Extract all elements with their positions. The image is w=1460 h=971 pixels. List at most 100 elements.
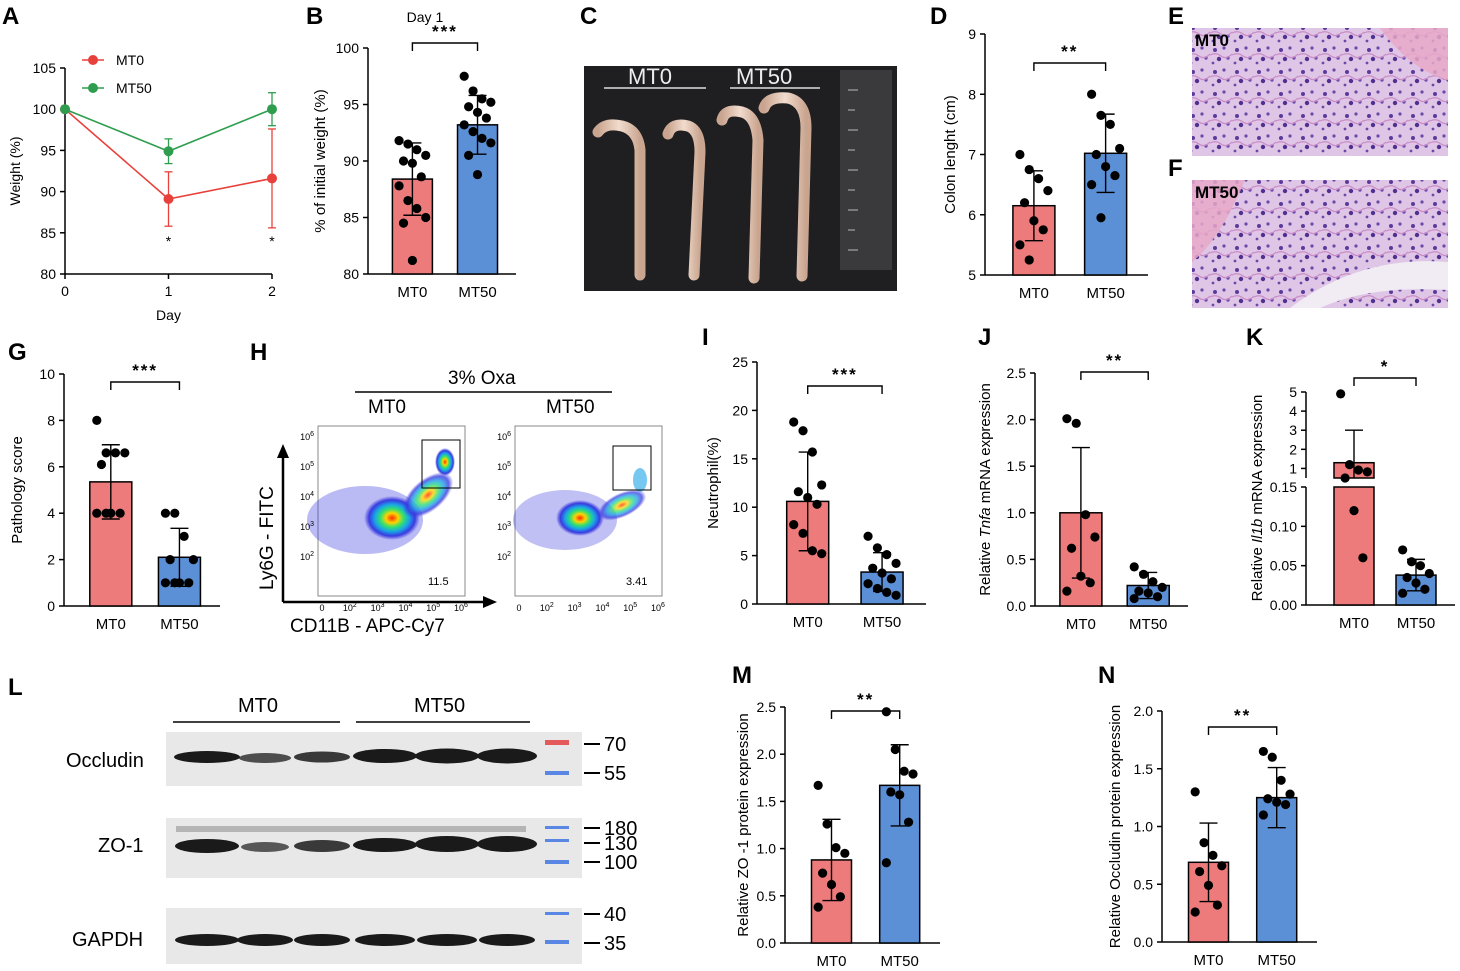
flow-x-tick-exp: 6 [464, 602, 468, 609]
flow-gate-mt50 [612, 445, 652, 491]
flow-x-tick-base: 10 [568, 603, 578, 613]
data-point [903, 817, 914, 827]
data-point [1258, 810, 1268, 820]
blot-group-mt50: MT50 [414, 695, 465, 717]
colon-length-bar-chart: 5 6 7 8 9 MT0 MT50 ** Colon lenght (cm) [942, 26, 1148, 302]
data-point [1190, 787, 1200, 797]
panel-letter-b: B [306, 3, 323, 30]
y-axis-label: Weight (%) [7, 137, 23, 206]
data-point [472, 169, 483, 180]
blot-label-zo1: ZO-1 [98, 835, 144, 857]
data-point [1349, 506, 1359, 516]
marker-100: 100 [604, 852, 637, 874]
data-point [1087, 89, 1097, 99]
y-axis-label: Relative Il1b mRNA expression [1249, 395, 1266, 602]
flow-y-label: Ly6G - FITC [257, 486, 278, 590]
histology-label-mt50: MT50 [1195, 183, 1238, 202]
y-tick-label: 2 [47, 552, 55, 568]
flow-y-tick-exp: 3 [507, 521, 511, 528]
data-point [115, 508, 125, 518]
flow-x-tick-base: 10 [623, 603, 633, 613]
data-point [486, 138, 496, 148]
data-point [798, 426, 808, 436]
flow-x-tick-label: 105 [623, 602, 637, 613]
data-point [872, 583, 882, 594]
category-label-mt50: MT50 [881, 953, 919, 970]
data-point [188, 555, 199, 565]
data-point [464, 150, 474, 160]
data-point [1096, 110, 1106, 120]
flow-x-tick-label: 106 [454, 602, 468, 613]
data-point [1212, 900, 1222, 910]
y-tick-label: 1.5 [1134, 761, 1154, 777]
y-tick-label: 4 [47, 505, 55, 521]
data-point [1043, 186, 1053, 196]
y-tick-label: 1.0 [1007, 505, 1027, 521]
category-label-mt50: MT50 [458, 284, 496, 301]
flow-y-tick-label: 105 [497, 461, 511, 472]
category-label-mt0: MT0 [793, 614, 823, 631]
y-tick-label: 0.0 [1134, 934, 1154, 950]
data-point [163, 146, 174, 157]
ladder-band [545, 940, 569, 944]
ruler [840, 70, 892, 270]
significance-marker: * [166, 233, 172, 249]
data-point [481, 113, 492, 123]
data-point [1015, 149, 1025, 160]
data-point [407, 255, 417, 266]
y-tick-label: 0.15 [1270, 479, 1297, 495]
significance-bracket [807, 385, 883, 394]
photo-label-mt50: MT50 [736, 64, 792, 89]
data-point [1066, 543, 1077, 553]
y-tick-label: 80 [343, 266, 359, 282]
data-point [477, 94, 487, 104]
flow-y-tick-base: 10 [497, 552, 507, 562]
blot-bands-gapdh [175, 934, 535, 946]
y-axis-label: % of initial weight (%) [312, 89, 329, 232]
data-point [1015, 240, 1025, 250]
data-point [890, 744, 900, 755]
y-tick-label: 2 [1289, 441, 1297, 457]
flow-y-tick-base: 10 [300, 462, 310, 472]
data-point [1190, 907, 1200, 917]
marker-130: 130 [604, 833, 637, 855]
data-point [1267, 752, 1277, 762]
y-tick-label: 0 [47, 598, 55, 614]
data-point [477, 133, 487, 143]
significance-stars: ** [857, 690, 874, 709]
data-point [472, 107, 483, 118]
flow-x-tick-base: 10 [651, 603, 661, 613]
data-point [1157, 582, 1167, 592]
pathology-score-bar-chart: 0 2 4 6 8 10 MT0 MT50 *** Pathology score [9, 361, 220, 633]
data-point [863, 579, 873, 589]
data-point [398, 156, 409, 166]
data-point [822, 819, 832, 829]
data-point [1029, 216, 1039, 226]
flow-x-arrowhead [483, 596, 497, 608]
flow-condition: 3% Oxa [448, 368, 516, 389]
flow-y-arrowhead [277, 444, 289, 458]
histology-label-mt0: MT0 [1195, 31, 1229, 50]
flow-x-tick-base: 0 [319, 603, 324, 613]
y-tick-label: 4 [1289, 403, 1297, 419]
panel-letter-g: G [8, 339, 27, 366]
data-point [908, 769, 918, 779]
flow-density-core [556, 500, 604, 536]
panel-letter-a: A [2, 3, 19, 30]
flow-y-tick-label: 102 [497, 551, 511, 562]
flow-percentage-mt50: 3.41 [626, 576, 647, 588]
y-axis-label: Relative ZO -1 protein expression [735, 713, 752, 936]
data-point [1115, 143, 1125, 154]
panel-letter-k: K [1246, 324, 1264, 351]
category-label-mt0: MT0 [1019, 285, 1049, 302]
data-point [394, 181, 404, 191]
flow-x-tick-label: 0 [319, 603, 324, 613]
ladder-band [545, 740, 569, 745]
data-point [464, 102, 474, 112]
y-tick-label: 85 [343, 210, 359, 226]
marker-55: 55 [604, 763, 626, 785]
data-point [1105, 119, 1115, 129]
data-point [1062, 586, 1072, 596]
significance-stars: *** [132, 361, 158, 380]
legend-label-mt0: MT0 [116, 52, 144, 68]
